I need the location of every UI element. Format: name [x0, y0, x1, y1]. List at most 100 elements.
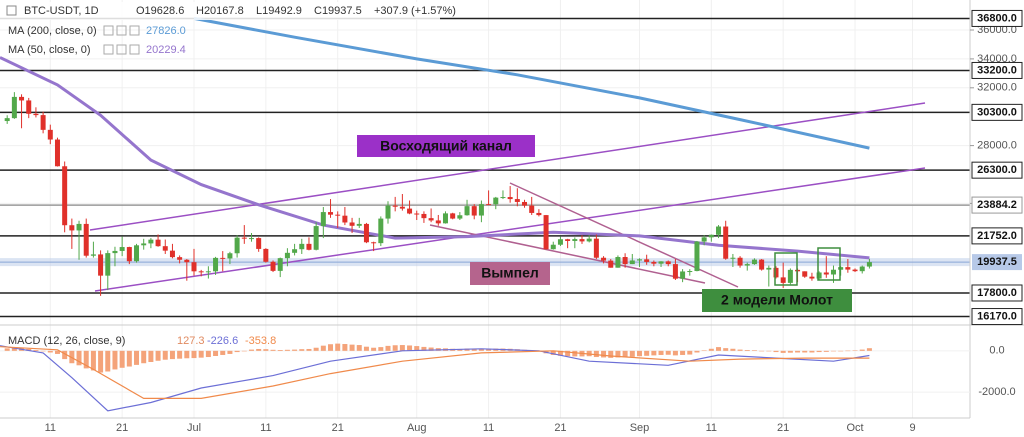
candle-body	[565, 239, 571, 241]
candle-body	[809, 276, 815, 279]
candle-body	[507, 197, 513, 200]
histogram-bar	[378, 347, 384, 351]
histogram-bar	[759, 350, 765, 352]
x-tick-label: 11	[45, 422, 56, 434]
x-tick-label: 11	[260, 422, 271, 434]
x-tick-label: Sep	[630, 422, 650, 434]
ohlc-high: H20167.8	[196, 5, 244, 17]
candle-body	[421, 213, 427, 219]
candle-body	[177, 257, 183, 260]
histogram-bar	[708, 348, 714, 351]
candle-body	[500, 197, 506, 199]
histogram-bar	[306, 348, 312, 351]
candle-body	[292, 249, 298, 253]
histogram-bar	[385, 345, 391, 351]
ohlc-open: O19628.6	[136, 5, 184, 17]
candle-body	[320, 212, 326, 227]
candle-body	[471, 206, 477, 216]
histogram-bar	[90, 350, 96, 371]
level-label: 17800.0	[977, 287, 1017, 299]
level-label: 33200.0	[977, 64, 1017, 76]
collapse-icon[interactable]	[6, 5, 17, 16]
candle-body	[730, 257, 736, 259]
x-tick-label: 21	[777, 422, 789, 434]
histogram-bar	[615, 350, 621, 358]
candle-body	[313, 226, 319, 250]
annotation-box	[702, 289, 852, 312]
ohlc-close: C19937.5	[314, 5, 362, 17]
candle-body	[335, 214, 341, 216]
candle-body	[62, 166, 68, 226]
candle-body	[823, 272, 829, 275]
candle-body	[636, 259, 642, 261]
histogram-bar	[335, 343, 341, 351]
histogram-bar	[191, 350, 197, 359]
candle-body	[759, 259, 765, 270]
histogram-bar	[407, 345, 413, 351]
histogram-bar	[716, 347, 722, 351]
histogram-bar	[680, 350, 686, 355]
histogram-bar	[773, 350, 779, 353]
x-tick-label: 11	[706, 422, 717, 434]
candle-body	[766, 267, 772, 270]
candle-body	[40, 115, 46, 130]
candle-body	[248, 238, 254, 240]
histogram-bar	[349, 344, 355, 351]
candle-body	[802, 271, 808, 277]
histogram-bar	[687, 350, 693, 355]
candle-body	[543, 215, 549, 250]
candle-body	[701, 237, 707, 242]
histogram-bar	[234, 350, 240, 353]
histogram-bar	[486, 348, 492, 351]
candle-body	[98, 254, 104, 276]
histogram-bar	[54, 350, 60, 354]
histogram-bar	[213, 350, 219, 356]
channel-upper	[89, 102, 926, 231]
candle-body	[299, 243, 305, 250]
ma-value: 27826.0	[146, 25, 186, 37]
candle-body	[205, 271, 211, 273]
histogram-bar	[636, 350, 642, 357]
candle-body	[773, 267, 779, 278]
candle-body	[284, 252, 290, 259]
level-label: 16170.0	[977, 310, 1017, 322]
candle-body	[665, 261, 671, 265]
histogram-bar	[593, 350, 599, 358]
level-label-box	[971, 284, 1023, 302]
histogram-bar	[328, 344, 334, 351]
y-tick-label: 36000.0	[977, 24, 1017, 36]
y-tick-label: 34000.0	[977, 53, 1017, 65]
candle-body	[457, 215, 463, 219]
histogram-bar	[83, 350, 89, 369]
histogram-bar	[845, 350, 851, 352]
candle-body	[33, 113, 39, 116]
histogram-bar	[98, 350, 104, 373]
histogram-bar	[313, 347, 319, 351]
histogram-bar	[572, 350, 578, 357]
histogram-bar	[256, 348, 262, 351]
annotation: Восходящий канал	[380, 138, 512, 154]
candle-body	[220, 257, 226, 259]
ma-value: 20229.4	[146, 44, 186, 56]
y-tick-label: 28000.0	[977, 140, 1017, 152]
candle-body	[442, 213, 448, 224]
candle-body	[306, 243, 312, 250]
candle-body	[622, 257, 628, 265]
histogram-bar	[565, 350, 571, 357]
level-label-box	[971, 308, 1023, 326]
candle-body	[349, 222, 355, 226]
histogram-bar	[277, 350, 283, 351]
x-tick-label: 21	[116, 422, 128, 434]
candle-body	[708, 234, 714, 238]
candle-body	[363, 223, 369, 243]
histogram-bar	[701, 350, 707, 351]
candle-body	[629, 260, 635, 265]
histogram-bar	[263, 349, 269, 351]
histogram-bar	[744, 350, 750, 351]
ohlc-low: L19492.9	[256, 5, 302, 17]
histogram-bar	[342, 344, 348, 351]
hammer-box	[774, 252, 798, 286]
histogram-bar	[428, 347, 434, 351]
histogram-bar	[392, 345, 398, 351]
legend-icons[interactable]	[103, 25, 140, 55]
